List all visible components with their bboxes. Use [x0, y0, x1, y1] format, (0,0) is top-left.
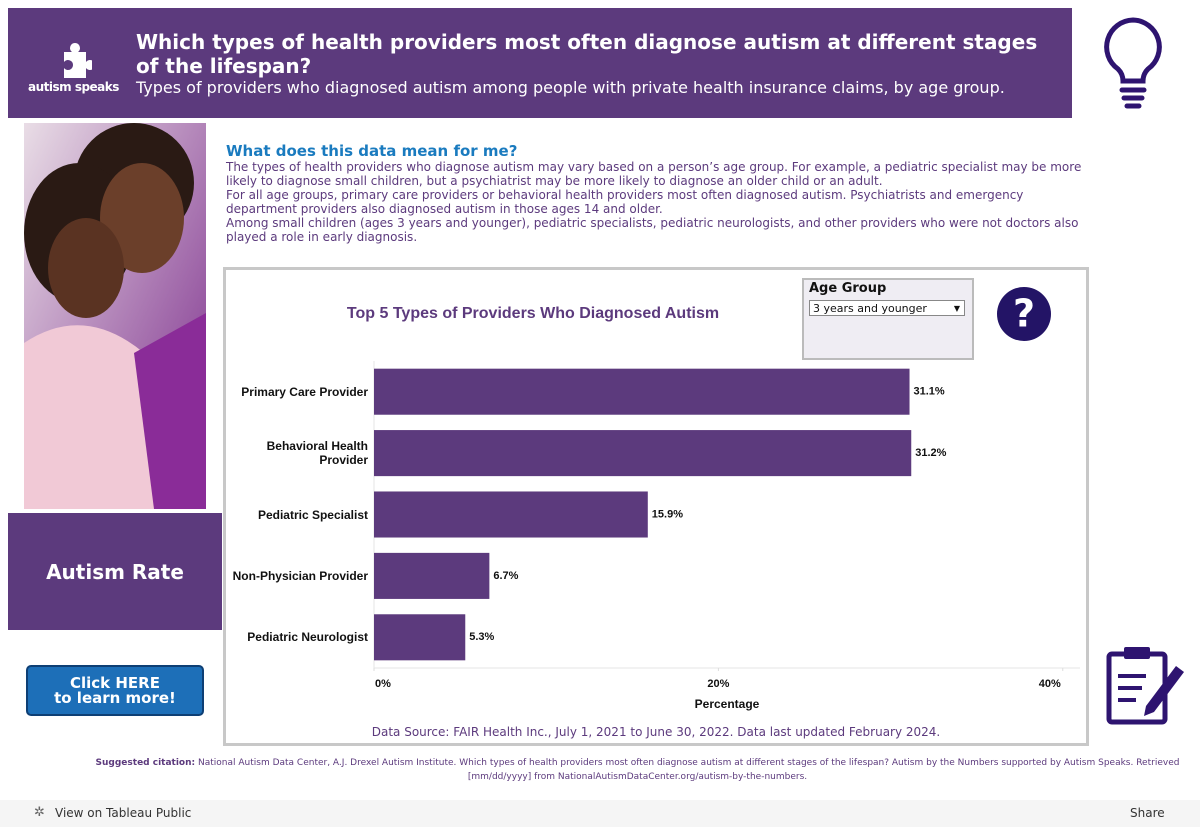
bar: [374, 368, 910, 415]
value-label: 15.9%: [652, 508, 683, 520]
view-on-tableau[interactable]: View on Tableau Public: [55, 806, 192, 820]
share-button[interactable]: Share: [1130, 806, 1165, 820]
toolbar: ✲ View on Tableau Public Share: [0, 800, 1200, 827]
intro: What does this data mean for me? The typ…: [226, 142, 1088, 244]
title: Which types of health providers most oft…: [136, 30, 1038, 78]
filter-label: Age Group: [809, 281, 887, 296]
svg-text:?: ?: [1013, 292, 1035, 336]
photo: [24, 123, 206, 509]
paragraph: The types of health providers who diagno…: [226, 160, 1082, 188]
value-label: 5.3%: [469, 631, 494, 643]
filter-dropdown[interactable]: 3 years and younger ▼: [809, 300, 965, 316]
paragraph: Among small children (ages 3 years and y…: [226, 216, 1079, 244]
citation-label: Suggested citation:: [95, 758, 196, 768]
paragraph: For all age groups, primary care provide…: [226, 188, 1024, 216]
citation: Suggested citation: National Autism Data…: [90, 756, 1185, 784]
y-tick-label: Non-Physician Provider: [232, 568, 368, 583]
bar: [374, 614, 466, 661]
y-tick-label: Pediatric Specialist: [257, 507, 368, 522]
bar: [374, 430, 912, 477]
chart-frame: [223, 267, 1089, 746]
button-line: Click HERE: [70, 674, 160, 692]
x-tick-label: 0%: [375, 678, 391, 690]
header: autism speaks Which types of health prov…: [8, 8, 1072, 118]
y-tick-label: Primary Care Provider: [241, 384, 368, 399]
intro-heading: What does this data mean for me?: [226, 142, 518, 160]
filter-value: 3 years and younger: [813, 302, 927, 315]
citation-text: National Autism Data Center, A.J. Drexel…: [198, 758, 1180, 782]
learn-more-button[interactable]: Click HERE to learn more!: [26, 665, 204, 716]
logo-icon: [64, 43, 92, 78]
subtitle: Types of providers who diagnosed autism …: [136, 78, 1005, 97]
button-line: to learn more!: [54, 689, 176, 707]
bar: [374, 491, 648, 538]
data-source: Data Source: FAIR Health Inc., July 1, 2…: [371, 725, 941, 739]
y-tick-label: Behavioral Health Provider: [266, 439, 368, 468]
value-label: 31.1%: [914, 386, 945, 398]
lightbulb-icon: [1104, 17, 1162, 109]
clipboard-icon: [1106, 647, 1184, 725]
bar: [374, 552, 490, 599]
value-label: 31.2%: [915, 447, 946, 459]
x-tick-label: 40%: [1039, 678, 1061, 690]
y-tick-label: Pediatric Neurologist: [247, 630, 368, 645]
autism-rate-button[interactable]: Autism Rate: [8, 513, 222, 630]
help-icon[interactable]: ?: [996, 287, 1052, 343]
logo-text: autism speaks: [28, 80, 119, 94]
x-axis-label: Percentage: [695, 697, 760, 711]
filter: Age Group 3 years and younger ▼: [802, 278, 974, 360]
x-tick-label: 20%: [707, 678, 729, 690]
chart-title: Top 5 Types of Providers Who Diagnosed A…: [347, 305, 719, 322]
value-label: 6.7%: [493, 570, 518, 582]
